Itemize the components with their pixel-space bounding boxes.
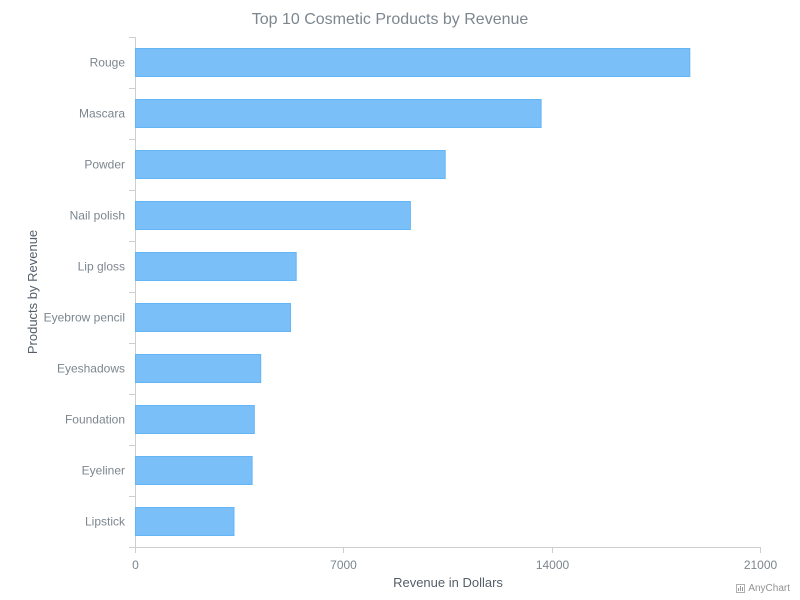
y-tick-labels: Rouge Mascara Powder Nail polish Lip gloss Ey… bbox=[44, 56, 126, 529]
bars-group bbox=[135, 48, 691, 536]
credits[interactable]: AnyChart bbox=[736, 583, 790, 594]
y-axis-title: Products by Revenue bbox=[25, 230, 40, 354]
y-tick-label: Nail polish bbox=[70, 209, 125, 223]
y-tick-label: Powder bbox=[84, 158, 125, 172]
bar-lipstick[interactable] bbox=[135, 507, 235, 536]
credits-label: AnyChart bbox=[748, 583, 790, 594]
y-tick-label: Lipstick bbox=[85, 515, 126, 529]
y-tick-label: Eyeshadows bbox=[57, 362, 125, 376]
bar-lip-gloss[interactable] bbox=[135, 252, 297, 281]
x-axis-title: Revenue in Dollars bbox=[393, 575, 503, 590]
y-tick-label: Eyebrow pencil bbox=[44, 311, 125, 325]
bar-eyeliner[interactable] bbox=[135, 456, 253, 485]
bar-eyeshadows[interactable] bbox=[135, 354, 262, 383]
anychart-logo-icon bbox=[736, 584, 746, 593]
bar-rouge[interactable] bbox=[135, 48, 691, 77]
chart-title: Top 10 Cosmetic Products by Revenue bbox=[252, 11, 529, 28]
x-tick-label: 14000 bbox=[536, 558, 570, 572]
x-tick-label: 0 bbox=[132, 558, 139, 572]
bar-foundation[interactable] bbox=[135, 405, 255, 434]
bar-nail-polish[interactable] bbox=[135, 201, 411, 230]
x-tick-labels: 0 7000 14000 21000 bbox=[132, 558, 777, 572]
y-tick-label: Rouge bbox=[90, 56, 126, 70]
y-tick-label: Mascara bbox=[79, 107, 125, 121]
y-tick-label: Eyeliner bbox=[82, 464, 125, 478]
y-tick-label: Lip gloss bbox=[78, 260, 125, 274]
y-tick-label: Foundation bbox=[65, 413, 125, 427]
bar-powder[interactable] bbox=[135, 150, 446, 179]
bar-eyebrow-pencil[interactable] bbox=[135, 303, 291, 332]
x-tick-label: 7000 bbox=[330, 558, 357, 572]
bar-mascara[interactable] bbox=[135, 99, 542, 128]
x-tick-label: 21000 bbox=[744, 558, 778, 572]
